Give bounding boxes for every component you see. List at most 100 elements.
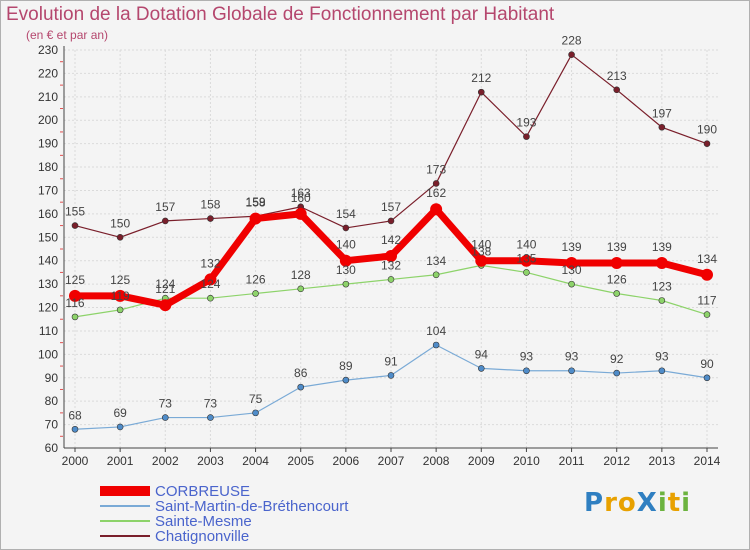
data-point <box>658 297 666 304</box>
y-tick-label: 110 <box>39 324 58 338</box>
data-label: 124 <box>200 277 220 291</box>
data-point <box>432 180 440 187</box>
y-tick-label: 230 <box>38 43 58 57</box>
x-tick-label: 2014 <box>694 454 721 468</box>
data-point <box>116 306 124 314</box>
plot-area <box>64 50 718 448</box>
data-label: 86 <box>294 366 308 380</box>
data-label: 159 <box>246 195 266 209</box>
data-label: 104 <box>426 324 446 338</box>
data-point <box>568 367 575 375</box>
logo-letter: P <box>584 488 605 518</box>
x-tick-label: 2001 <box>107 454 134 468</box>
x-tick-label: 2007 <box>378 454 405 468</box>
data-point <box>71 222 79 229</box>
data-label: 128 <box>291 268 311 282</box>
data-label: 132 <box>200 256 220 270</box>
data-point <box>613 290 621 297</box>
legend-label: Sainte-Mesme <box>155 513 252 530</box>
data-label: 119 <box>111 289 130 303</box>
data-point <box>703 140 711 147</box>
data-point <box>159 299 172 312</box>
y-tick-label: 90 <box>45 371 59 385</box>
data-label: 94 <box>475 347 489 361</box>
data-label: 89 <box>339 359 353 373</box>
data-point <box>207 414 214 421</box>
data-label: 125 <box>65 273 85 287</box>
y-tick-label: 210 <box>38 90 58 104</box>
data-point <box>294 207 307 220</box>
data-point <box>568 280 575 288</box>
x-tick-label: 2010 <box>513 454 540 468</box>
legend-label: CORBREUSE <box>155 483 251 500</box>
legend-swatch <box>100 486 150 496</box>
x-tick-label: 2002 <box>152 454 179 468</box>
data-point <box>430 203 443 216</box>
data-label: 121 <box>155 282 175 296</box>
data-point <box>342 224 350 232</box>
data-label: 213 <box>607 69 627 83</box>
data-point <box>703 374 711 382</box>
data-point <box>655 257 668 270</box>
data-label: 190 <box>697 123 717 137</box>
y-tick-label: 180 <box>38 160 58 174</box>
data-point <box>207 215 214 222</box>
logo-letter: o <box>617 488 637 518</box>
x-tick-label: 2006 <box>333 454 360 468</box>
data-point <box>658 123 666 131</box>
data-label: 160 <box>291 191 311 205</box>
data-point <box>703 311 711 318</box>
data-point <box>385 250 397 263</box>
legend-swatch <box>100 535 150 537</box>
y-tick-label: 190 <box>38 137 58 151</box>
y-tick-label: 200 <box>38 113 58 127</box>
data-point <box>71 313 79 321</box>
x-tick-label: 2011 <box>559 454 585 468</box>
data-point <box>610 257 623 270</box>
data-label: 91 <box>384 354 398 368</box>
x-tick-label: 2009 <box>468 454 495 468</box>
chart-title: Evolution de la Dotation Globale de Fonc… <box>6 4 555 25</box>
data-point <box>114 289 127 302</box>
data-label: 139 <box>607 240 627 254</box>
data-point <box>249 212 262 225</box>
data-label: 193 <box>516 116 536 130</box>
y-tick-label: 130 <box>38 277 58 291</box>
data-point <box>658 367 666 375</box>
y-tick-label: 220 <box>38 66 58 80</box>
data-point <box>565 257 578 270</box>
y-tick-label: 80 <box>45 394 59 408</box>
data-label: 154 <box>336 207 356 221</box>
logo-letter: r <box>604 488 618 518</box>
data-label: 90 <box>700 357 714 371</box>
legend-swatch <box>100 505 150 507</box>
data-point <box>69 289 81 302</box>
data-label: 116 <box>65 296 84 310</box>
data-label: 163 <box>291 186 311 200</box>
data-label: 158 <box>200 198 220 212</box>
data-label: 212 <box>471 71 491 85</box>
data-point <box>252 409 259 417</box>
data-label: 134 <box>426 254 446 268</box>
data-label: 157 <box>381 200 401 214</box>
x-tick-label: 2003 <box>197 454 224 468</box>
data-label: 139 <box>652 240 672 254</box>
data-label: 162 <box>426 186 446 200</box>
data-label: 130 <box>336 263 356 277</box>
data-point <box>477 365 485 372</box>
data-label: 142 <box>381 233 401 247</box>
data-point <box>701 268 713 281</box>
data-point <box>71 425 79 433</box>
data-point <box>432 341 440 349</box>
data-label: 125 <box>110 273 130 287</box>
data-point <box>342 280 350 288</box>
data-label: 69 <box>113 406 127 420</box>
data-point <box>523 133 530 140</box>
data-label: 173 <box>426 162 446 176</box>
logo-letter: i <box>657 488 668 518</box>
data-label: 132 <box>381 258 401 272</box>
data-point <box>161 414 169 421</box>
data-label: 140 <box>336 238 356 252</box>
data-label: 92 <box>610 352 624 366</box>
y-tick-label: 120 <box>38 301 58 315</box>
